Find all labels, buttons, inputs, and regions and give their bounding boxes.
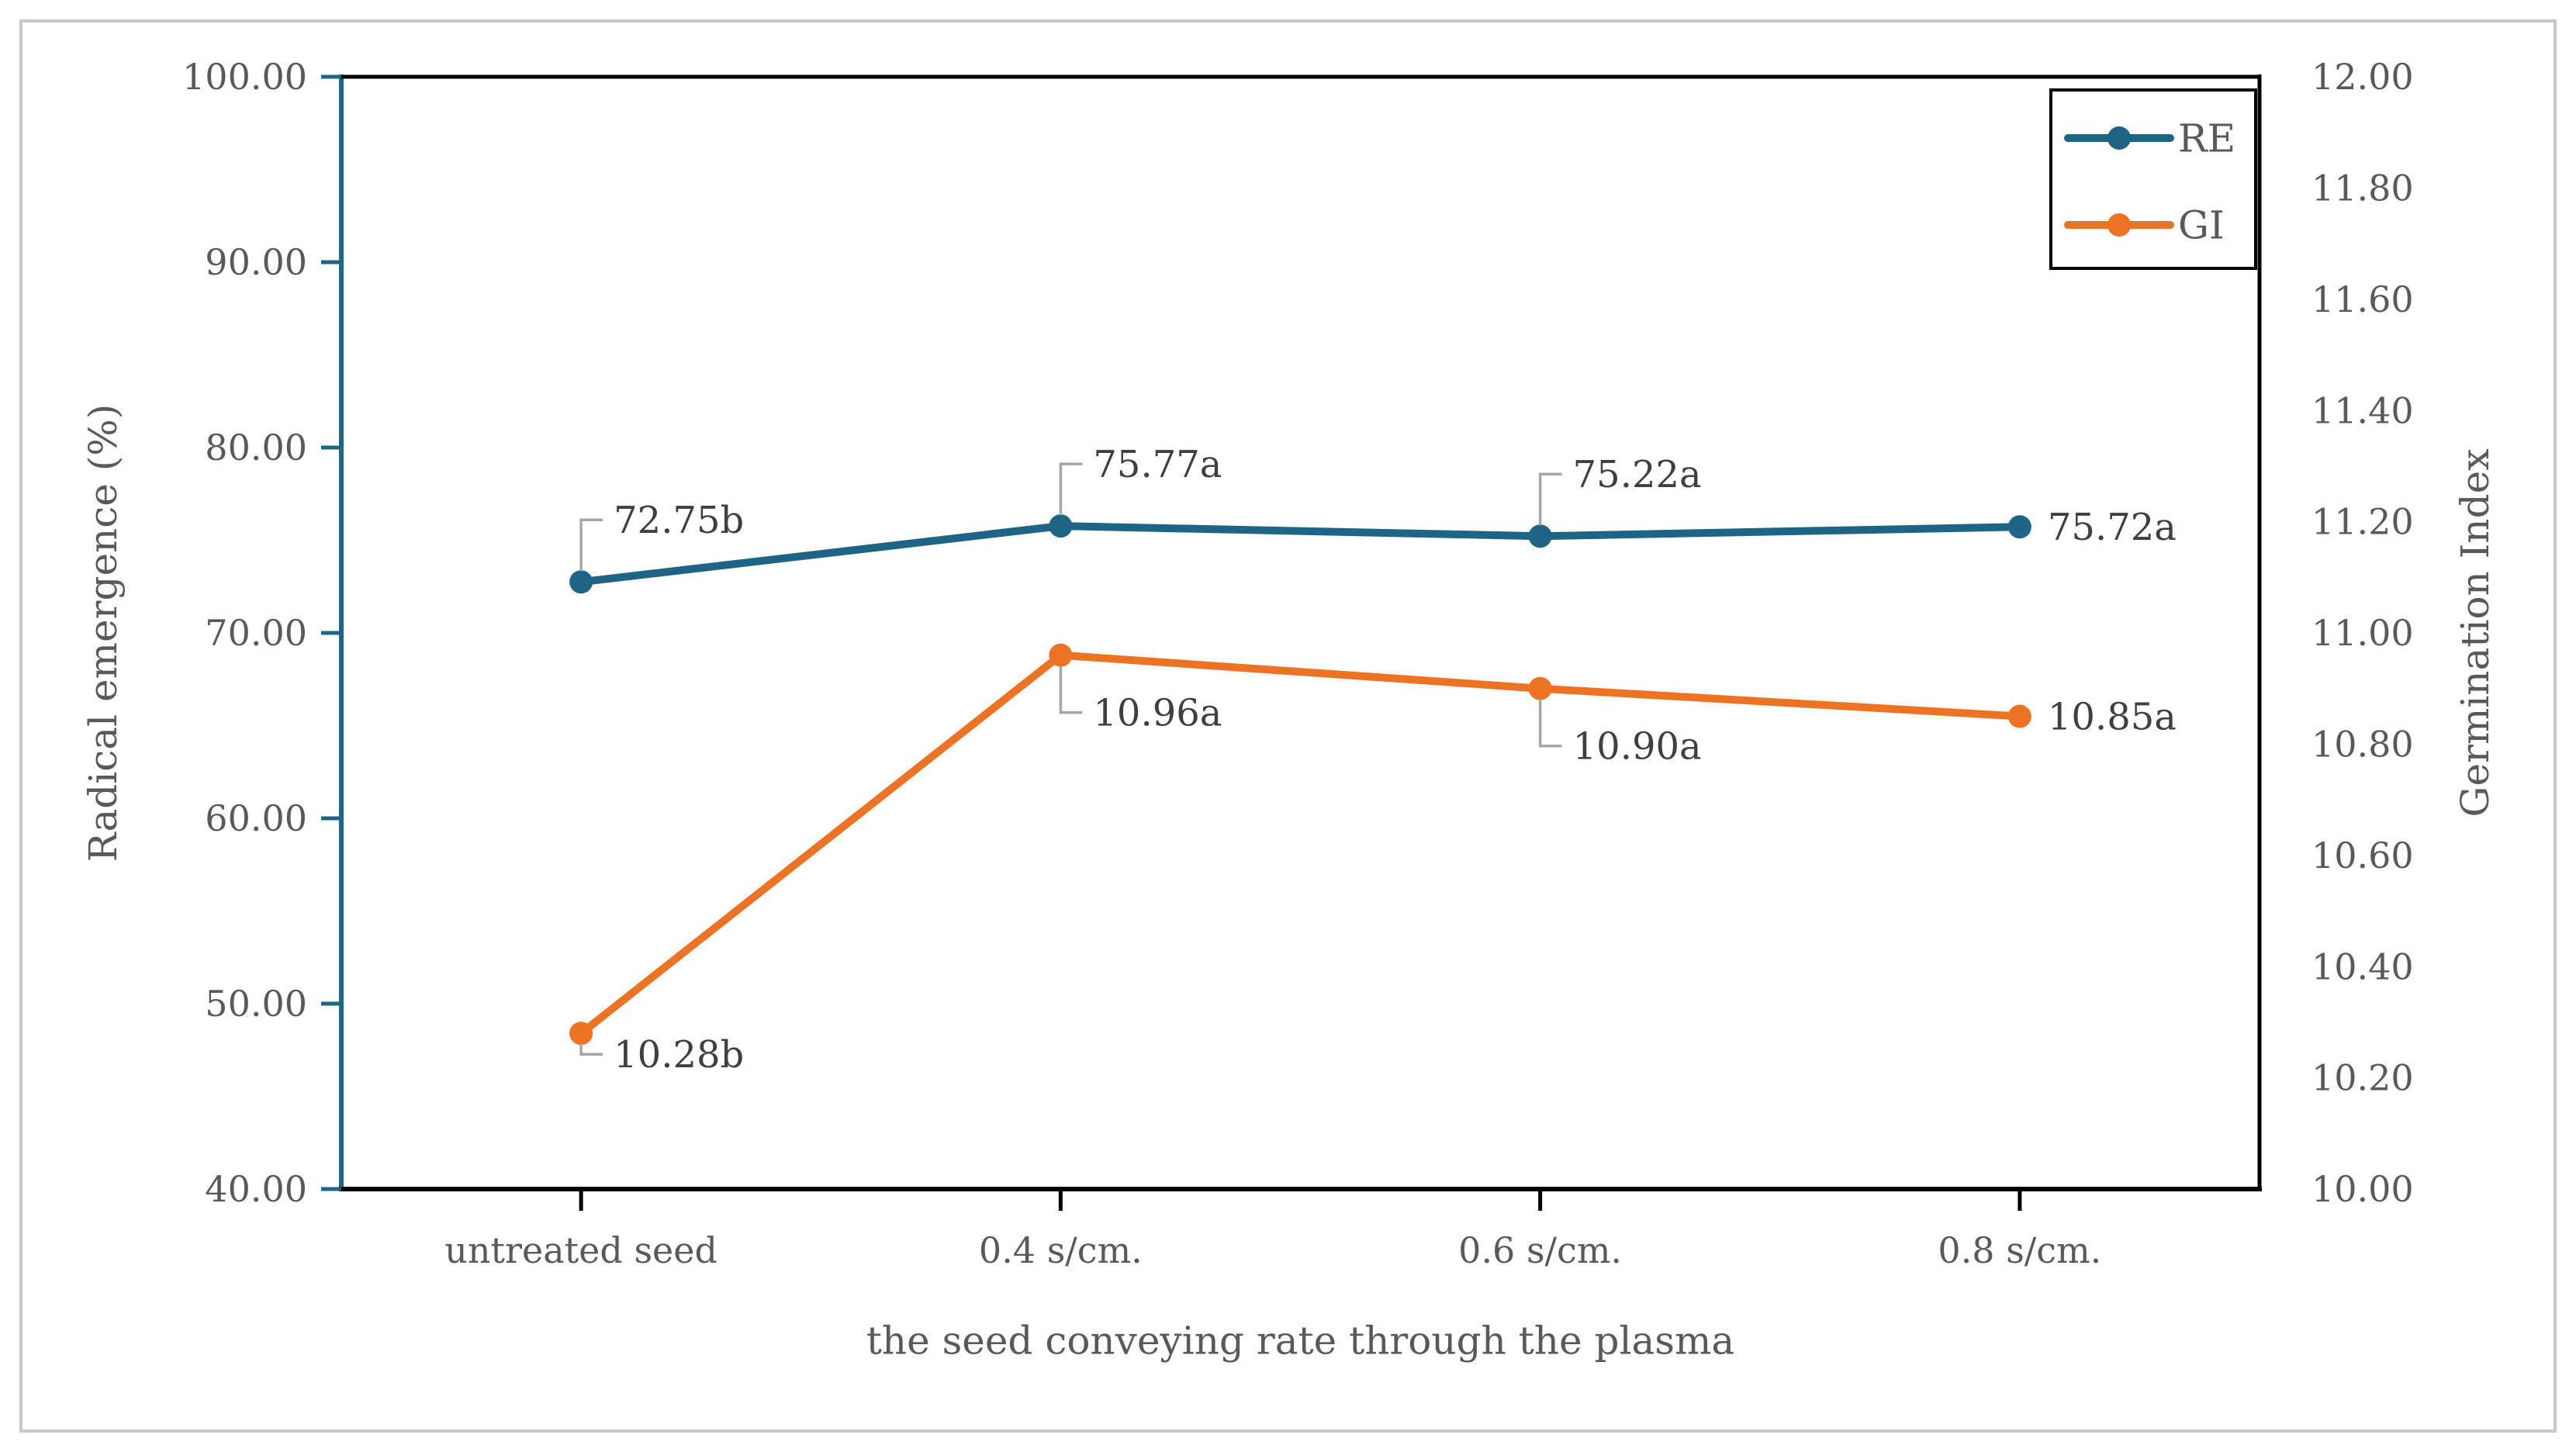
series-marker-RE xyxy=(569,570,593,594)
series-marker-GI xyxy=(1049,643,1073,667)
data-label-RE: 75.77a xyxy=(1093,443,1222,486)
right-axis-tick-label: 11.00 xyxy=(2311,612,2414,654)
data-label-RE: 75.72a xyxy=(2048,506,2177,549)
right-axis-tick-label: 12.00 xyxy=(2311,56,2414,98)
left-axis-tick-label: 50.00 xyxy=(205,983,307,1025)
series-marker-RE xyxy=(1528,524,1552,548)
legend-label-RE: RE xyxy=(2178,116,2235,161)
right-axis-tick-label: 10.40 xyxy=(2311,946,2414,987)
right-axis-title: Germination Index xyxy=(2453,449,2498,818)
series-line-RE xyxy=(577,522,2024,586)
legend-label-GI: GI xyxy=(2178,203,2225,248)
data-label-leader-line xyxy=(1538,472,1562,526)
right-axis-tick-label: 11.20 xyxy=(2311,501,2414,543)
series-marker-GI xyxy=(1528,676,1552,700)
left-axis-tick-label: 40.00 xyxy=(205,1168,307,1210)
right-axis-tick-label: 11.80 xyxy=(2311,168,2414,209)
data-label-leader-line xyxy=(1059,666,1083,714)
left-axis-tick-label: 80.00 xyxy=(205,427,307,468)
data-label-GI: 10.85a xyxy=(2048,695,2177,738)
right-axis-tick-label: 10.20 xyxy=(2311,1057,2414,1099)
x-axis-category-label: 0.8 s/cm. xyxy=(1938,1229,2101,1271)
data-label-leader-line xyxy=(579,1044,603,1056)
left-axis-title: Radical emergence (%) xyxy=(81,404,126,863)
x-axis-category-label: untreated seed xyxy=(444,1229,717,1271)
data-label-GI: 10.90a xyxy=(1573,725,1702,769)
series-marker-GI xyxy=(569,1022,593,1046)
left-axis-tick-label: 90.00 xyxy=(205,241,307,283)
right-axis-tick-label: 10.60 xyxy=(2311,835,2414,876)
legend-marker-GI xyxy=(2107,213,2131,237)
series-marker-RE xyxy=(1049,514,1073,538)
data-label-leader-line xyxy=(1059,462,1083,516)
data-label-leader-line xyxy=(1538,699,1562,748)
legend-marker-RE xyxy=(2107,126,2131,150)
left-axis-tick-label: 60.00 xyxy=(205,797,307,839)
data-label-RE: 72.75b xyxy=(614,499,744,542)
left-axis-tick-label: 70.00 xyxy=(205,612,307,654)
right-axis-tick-label: 11.40 xyxy=(2311,389,2414,431)
data-label-GI: 10.96a xyxy=(1093,691,1222,735)
right-axis-tick-label: 10.00 xyxy=(2311,1168,2414,1210)
right-axis-tick-label: 10.80 xyxy=(2311,724,2414,766)
series-line-GI xyxy=(577,651,2024,1038)
left-axis-tick-label: 100.00 xyxy=(182,56,307,98)
x-axis-category-label: 0.6 s/cm. xyxy=(1458,1229,1622,1271)
x-axis-category-label: 0.4 s/cm. xyxy=(979,1229,1143,1271)
data-label-RE: 75.22a xyxy=(1573,453,1702,496)
data-label-leader-line xyxy=(579,518,603,572)
x-axis-title: the seed conveying rate through the plas… xyxy=(866,1319,1734,1364)
series-marker-RE xyxy=(2007,515,2031,539)
right-axis-tick-label: 11.60 xyxy=(2311,278,2414,320)
legend-box xyxy=(2049,88,2257,270)
series-marker-GI xyxy=(2007,704,2031,728)
data-label-GI: 10.28b xyxy=(614,1033,744,1077)
